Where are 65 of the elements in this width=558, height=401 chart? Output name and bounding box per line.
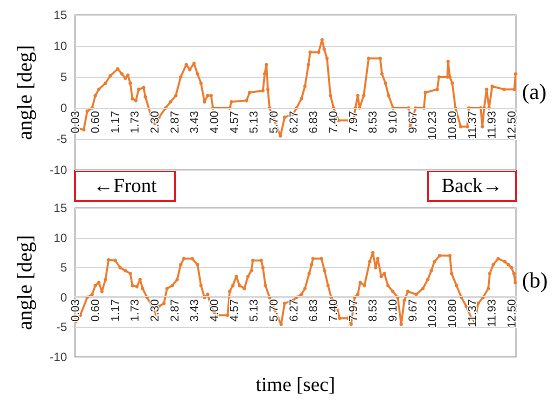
y-tick-label: -10 <box>50 350 68 364</box>
x-tick-label: 2.30 <box>150 111 162 134</box>
text: Back→ <box>441 175 503 197</box>
y-tick-label: 0 <box>60 101 68 115</box>
text: (b) <box>522 268 548 292</box>
x-tick-label: 12.50 <box>506 111 518 140</box>
y-tick-label: 15 <box>54 8 68 22</box>
y-tick-label: 15 <box>54 201 68 215</box>
x-tick-label: 11.37 <box>466 299 479 328</box>
x-tick-label: 12.50 <box>506 299 518 328</box>
x-tick-label: 6.27 <box>288 299 300 322</box>
x-tick-label: 9.67 <box>407 111 420 134</box>
y-tick-label: -5 <box>56 132 68 146</box>
x-tick-label: 3.43 <box>189 111 202 134</box>
y-tick-label: 5 <box>60 70 68 84</box>
x-tick-label: 2.87 <box>169 111 182 134</box>
y-axis-title: angle [deg] <box>12 44 36 140</box>
x-tick-label: 0.03 <box>70 299 82 322</box>
y-tick-label: 10 <box>54 230 68 245</box>
x-tick-label: 1.73 <box>130 111 142 134</box>
x-axis-title: time [sec] <box>256 374 336 396</box>
x-tick-label: 4.00 <box>209 299 221 322</box>
text: (a) <box>522 79 546 104</box>
x-tick-label: 1.17 <box>110 111 122 134</box>
x-tick-label: 7.40 <box>328 299 340 322</box>
x-tick-label: 6.27 <box>288 111 300 134</box>
x-tick-label: 4.57 <box>228 299 241 322</box>
x-tick-label: 2.87 <box>169 299 182 322</box>
x-tick-label: 6.83 <box>308 111 320 134</box>
x-tick-label: 7.40 <box>328 111 340 134</box>
x-tick-label: 11.37 <box>466 111 479 139</box>
y-tick-label: 0 <box>60 290 68 304</box>
x-tick-label: 9.10 <box>388 299 400 322</box>
x-tick-label: 0.60 <box>90 299 102 322</box>
x-tick-label: 11.93 <box>486 299 499 328</box>
x-tick-label: 9.10 <box>388 111 400 134</box>
x-tick-label: 9.67 <box>407 299 420 322</box>
x-tick-label: 0.60 <box>90 111 102 134</box>
y-tick-label: 10 <box>54 39 68 53</box>
y-axis-title: angle [deg] <box>12 234 36 330</box>
x-tick-label: 10.23 <box>427 299 440 328</box>
x-tick-label: 8.53 <box>368 111 380 134</box>
x-tick-label: 2.30 <box>150 299 162 322</box>
x-tick-label: 4.00 <box>209 111 221 134</box>
x-tick-label: 1.73 <box>130 299 142 322</box>
x-tick-label: 10.80 <box>447 299 459 328</box>
x-tick-label: 5.13 <box>248 299 261 322</box>
y-tick-label: -10 <box>50 163 68 177</box>
x-tick-label: 3.43 <box>189 299 202 322</box>
x-tick-label: 5.13 <box>248 111 261 134</box>
x-tick-label: 8.53 <box>368 299 380 322</box>
y-tick-label: 5 <box>60 260 68 275</box>
x-tick-label: 5.70 <box>268 299 280 322</box>
x-tick-label: 7.97 <box>348 111 360 134</box>
x-tick-label: 10.23 <box>427 111 440 140</box>
x-tick-label: 0.03 <box>70 111 82 134</box>
x-tick-label: 1.17 <box>110 299 122 322</box>
x-tick-label: 6.83 <box>308 299 320 322</box>
x-tick-label: 7.97 <box>348 299 360 322</box>
x-tick-label: 4.57 <box>228 111 241 134</box>
x-tick-label: 10.80 <box>447 111 459 140</box>
x-tick-label: 5.70 <box>268 111 280 134</box>
x-tick-label: 11.93 <box>486 111 499 139</box>
text: ←Front <box>93 175 158 197</box>
y-tick-label: -5 <box>56 320 68 334</box>
